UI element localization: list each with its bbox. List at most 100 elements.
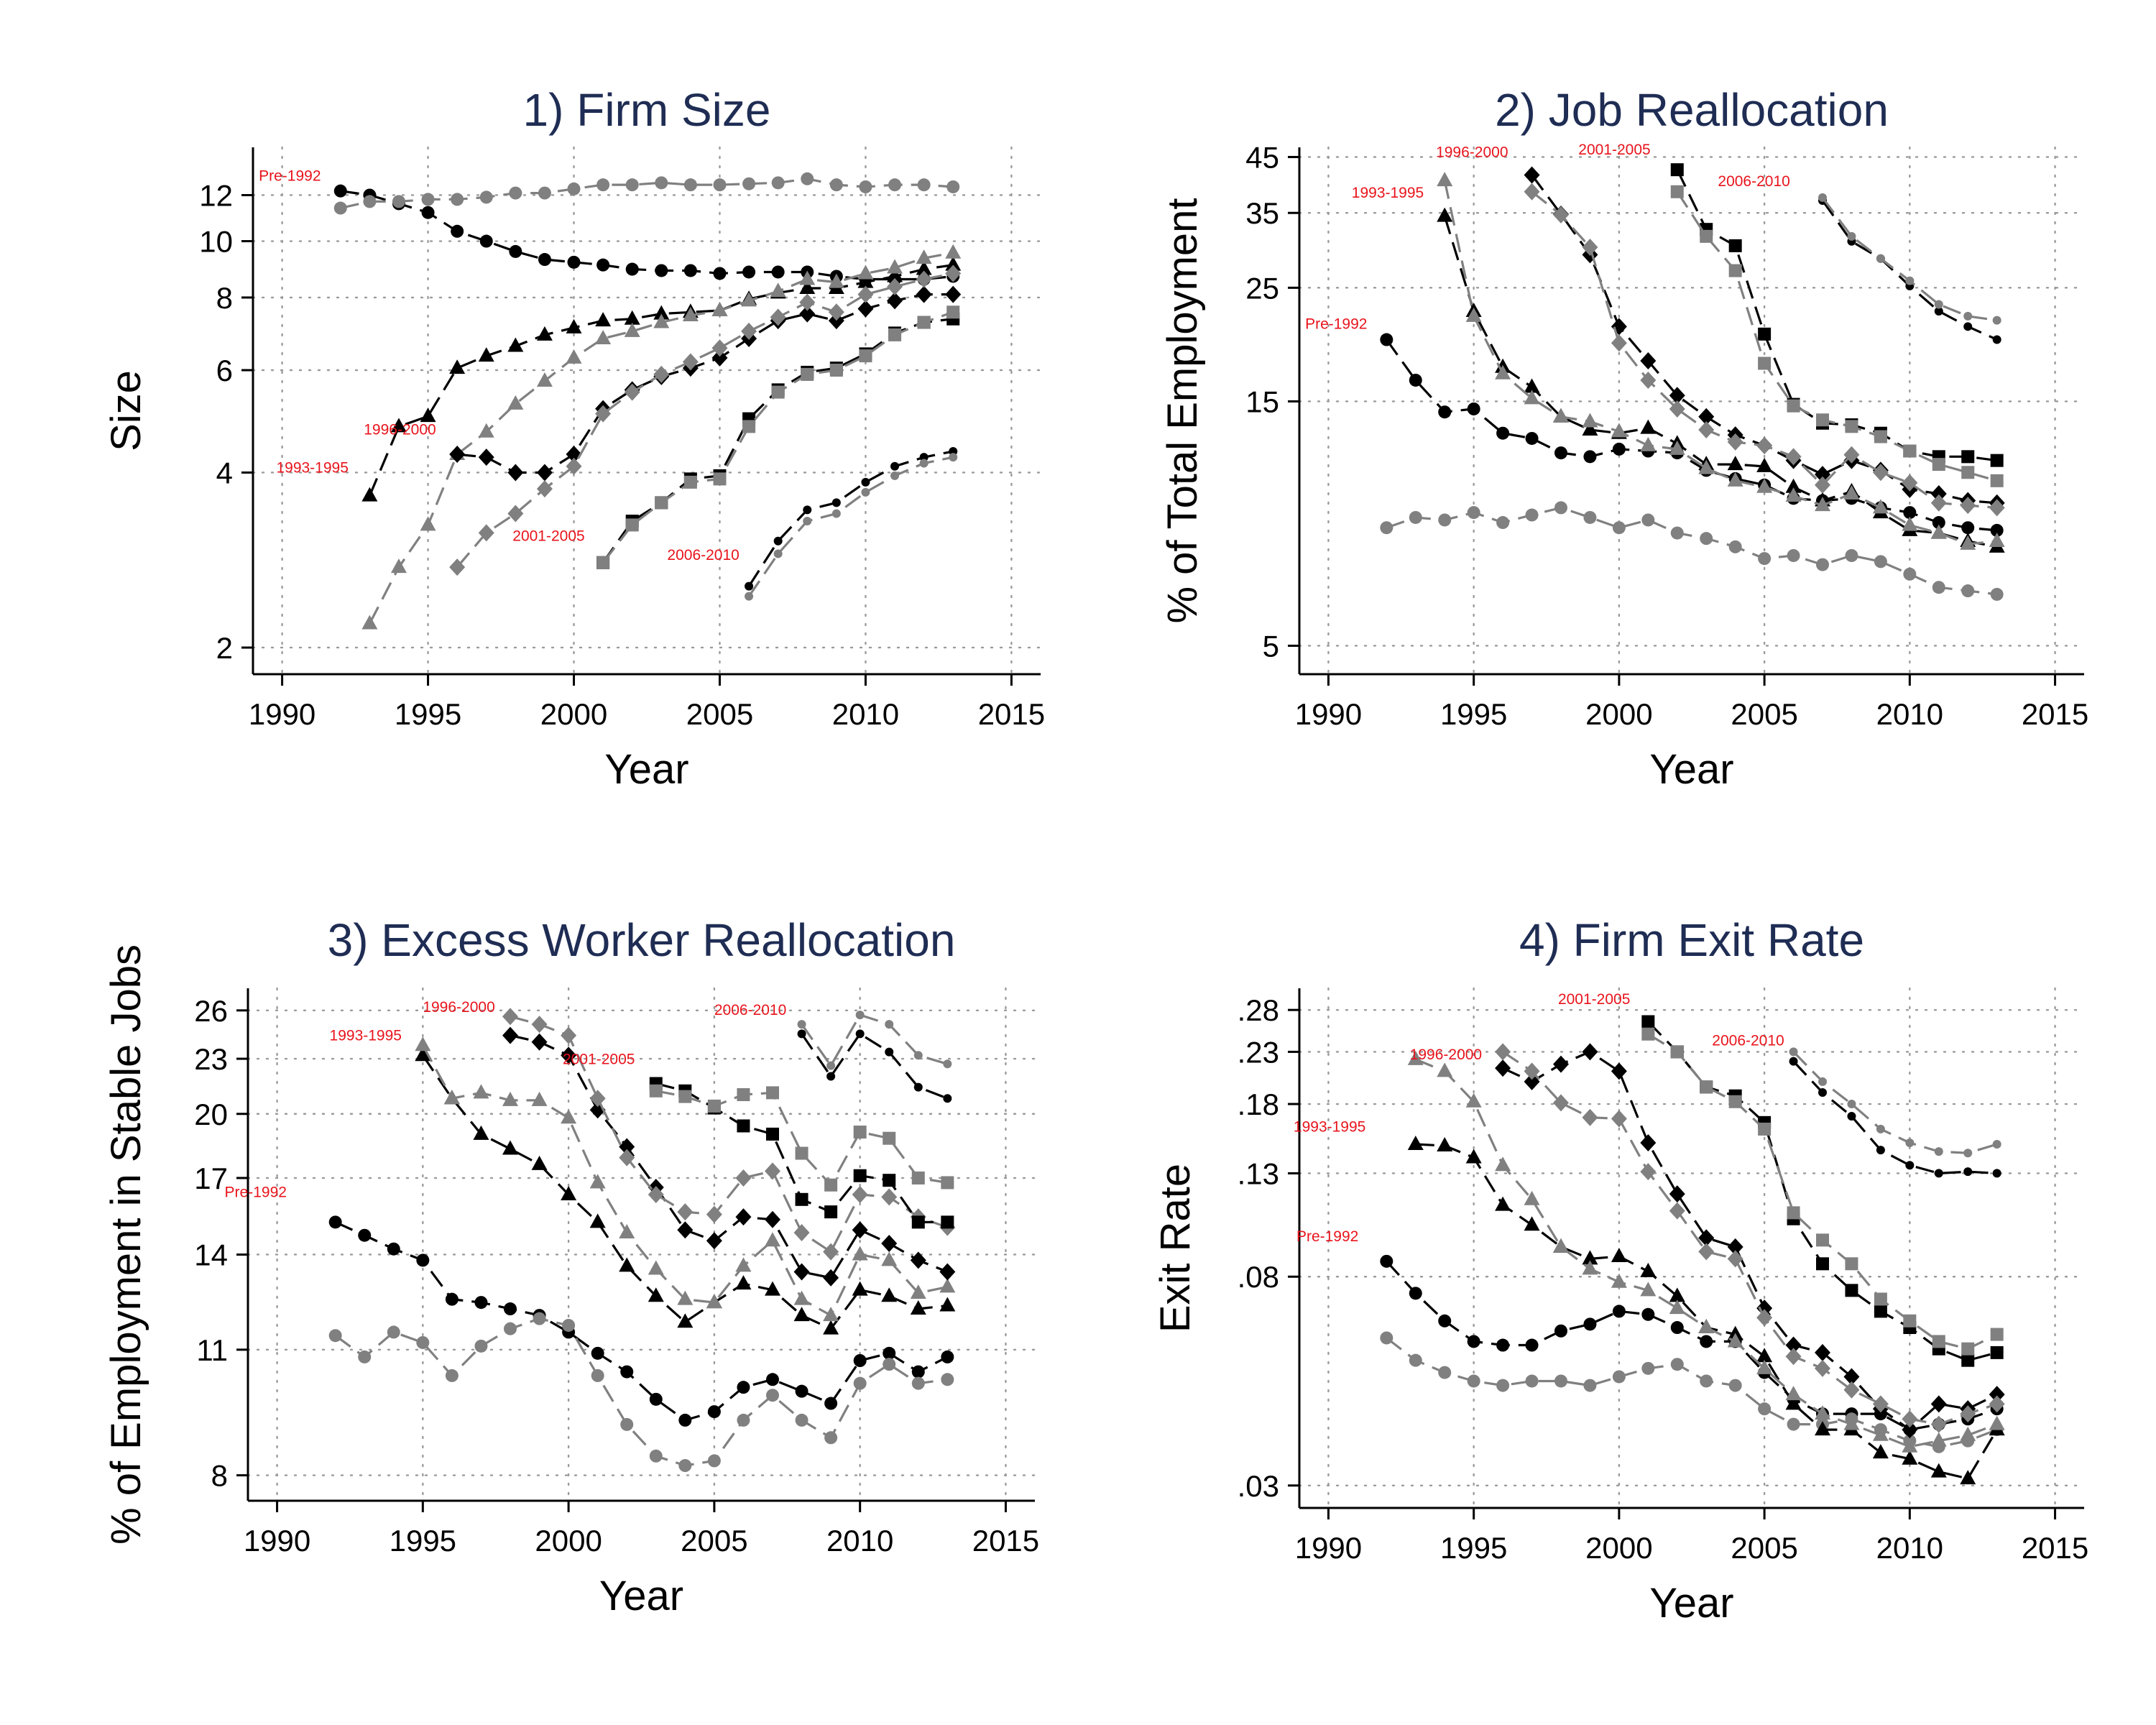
- chart-panel-1: 1990 1995 2000 2005 2010 2015 2 4 6 8 10 12 1) Firm …: [103, 84, 1045, 793]
- data-point: [1582, 1250, 1598, 1265]
- series-9: [1789, 1057, 2001, 1178]
- data-point: [1669, 1300, 1685, 1315]
- data-point: [1872, 499, 1889, 514]
- data-point: [1934, 306, 1943, 316]
- data-point: [803, 505, 812, 515]
- data-point: [1872, 1426, 1889, 1441]
- x-tick-label: 1995: [1440, 1531, 1507, 1565]
- data-point: [1553, 1055, 1569, 1073]
- data-point: [1641, 1027, 1655, 1041]
- cohort-label: Pre-1992: [225, 1184, 287, 1200]
- data-point: [887, 259, 903, 274]
- data-point: [1496, 426, 1510, 440]
- data-point: [852, 1186, 868, 1204]
- data-point: [1554, 1374, 1567, 1388]
- data-point: [799, 293, 816, 311]
- data-point: [1990, 1346, 2004, 1359]
- data-point: [445, 1368, 459, 1382]
- data-point: [1728, 1379, 1742, 1392]
- data-point: [625, 178, 639, 192]
- data-point: [683, 178, 697, 192]
- data-point: [1932, 581, 1945, 594]
- data-point: [1961, 450, 1975, 464]
- data-point: [1582, 238, 1598, 256]
- cohort-label: 2006-2010: [667, 547, 739, 564]
- data-point: [504, 1322, 517, 1335]
- data-point: [451, 224, 464, 238]
- chart-title: 3) Excess Worker Reallocation: [328, 914, 956, 966]
- data-point: [1583, 510, 1597, 524]
- data-point: [1843, 446, 1860, 464]
- data-point: [531, 1016, 548, 1034]
- data-point: [861, 477, 870, 487]
- data-point: [943, 1059, 952, 1069]
- data-point: [1525, 508, 1539, 522]
- data-point: [742, 420, 756, 433]
- y-tick-label: 14: [194, 1238, 228, 1271]
- data-point: [420, 516, 436, 531]
- data-point: [1495, 364, 1511, 380]
- data-point: [945, 256, 962, 271]
- series-line: [1676, 169, 1997, 462]
- series-line: [747, 450, 954, 587]
- data-point: [1758, 327, 1772, 341]
- data-point: [1670, 1045, 1684, 1059]
- series-7: [596, 312, 960, 569]
- data-point: [1902, 1421, 1918, 1439]
- data-point: [1640, 1262, 1657, 1277]
- series-6: [1524, 183, 2005, 517]
- data-point: [589, 1174, 606, 1189]
- data-point: [1785, 1386, 1802, 1401]
- data-point: [1961, 521, 1975, 535]
- series-7: [1641, 1015, 2004, 1367]
- data-point: [1874, 1292, 1887, 1306]
- series-6: [1495, 1043, 2005, 1433]
- data-point: [1815, 466, 1830, 484]
- data-point: [916, 285, 932, 303]
- data-point: [1989, 499, 2005, 517]
- x-tick-label: 2005: [686, 697, 753, 731]
- series-line: [335, 1220, 949, 1422]
- data-point: [857, 264, 874, 280]
- data-point: [561, 1186, 577, 1201]
- grid: [252, 146, 1042, 676]
- series-line: [510, 1034, 948, 1279]
- series-line: [801, 1013, 948, 1067]
- data-point: [1467, 402, 1480, 415]
- data-point: [1612, 1370, 1626, 1384]
- data-point: [737, 1087, 750, 1101]
- data-point: [797, 1029, 806, 1039]
- data-point: [1756, 1348, 1773, 1363]
- series-line: [456, 293, 954, 474]
- data-point: [1640, 1282, 1657, 1297]
- data-point: [1409, 373, 1422, 387]
- data-point: [1496, 1338, 1510, 1352]
- cohort-label: 1996-2000: [364, 422, 436, 438]
- series-1: [328, 1215, 954, 1427]
- data-point: [1874, 1305, 1887, 1318]
- series-10: [745, 453, 958, 601]
- y-tick-label: 45: [1245, 140, 1279, 174]
- data-point: [1843, 485, 1860, 500]
- data-point: [1554, 446, 1567, 460]
- data-point: [507, 464, 524, 482]
- y-tick-label: 11: [196, 1333, 228, 1367]
- cohort-label: 1996-2000: [423, 999, 494, 1016]
- data-point: [1818, 193, 1827, 202]
- data-point: [857, 285, 874, 303]
- data-point: [1876, 1146, 1885, 1155]
- data-point: [566, 457, 582, 475]
- data-point: [823, 1269, 839, 1287]
- data-point: [707, 1454, 721, 1468]
- data-point: [1437, 207, 1453, 222]
- data-point: [1961, 466, 1975, 479]
- data-point: [765, 1281, 780, 1296]
- data-point: [1438, 1366, 1452, 1379]
- data-point: [1409, 1287, 1422, 1300]
- data-point: [1700, 532, 1713, 546]
- data-point: [649, 1449, 663, 1463]
- data-point: [1815, 1343, 1830, 1361]
- data-point: [1640, 1134, 1657, 1152]
- x-tick-label: 2010: [832, 697, 899, 731]
- y-axis-title: % of Employment in Stable Jobs: [103, 944, 149, 1545]
